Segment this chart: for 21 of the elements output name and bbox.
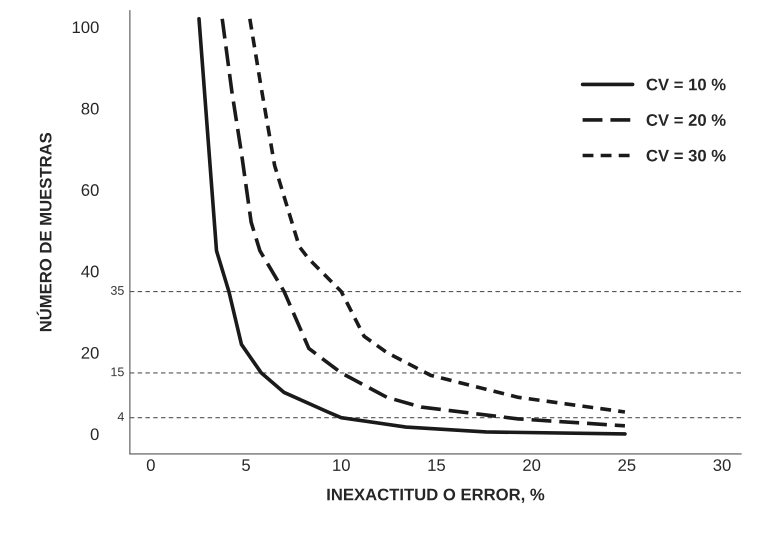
x-tick-label: 20 bbox=[523, 459, 540, 472]
legend-label: CV = 20 % bbox=[646, 114, 726, 126]
x-tick-label: 30 bbox=[713, 459, 731, 472]
x-tick-label: 15 bbox=[428, 459, 446, 472]
legend-label: CV = 30 % bbox=[646, 150, 726, 162]
y-tick-label: 0 bbox=[90, 428, 99, 440]
y-tick-label: 40 bbox=[81, 266, 99, 278]
legend-label: CV = 10 % bbox=[646, 78, 726, 90]
y-axis-title: NÚMERO DE MUESTRAS bbox=[36, 132, 52, 332]
x-tick-label: 0 bbox=[146, 459, 155, 472]
y-tick-label: 100 bbox=[72, 21, 99, 34]
x-axis-title: INEXACTITUD O ERROR, % bbox=[327, 488, 544, 503]
ref-line-label: 15 bbox=[111, 368, 124, 376]
x-tick-label: 10 bbox=[333, 459, 350, 472]
ref-line-label: 4 bbox=[118, 412, 124, 421]
x-tick-label: 25 bbox=[618, 459, 636, 472]
y-tick-label: 20 bbox=[82, 346, 99, 359]
x-tick-label: 5 bbox=[242, 459, 250, 472]
y-tick-label: 60 bbox=[82, 184, 99, 196]
y-tick-label: 80 bbox=[82, 102, 99, 115]
ref-line-label: 35 bbox=[110, 286, 124, 295]
